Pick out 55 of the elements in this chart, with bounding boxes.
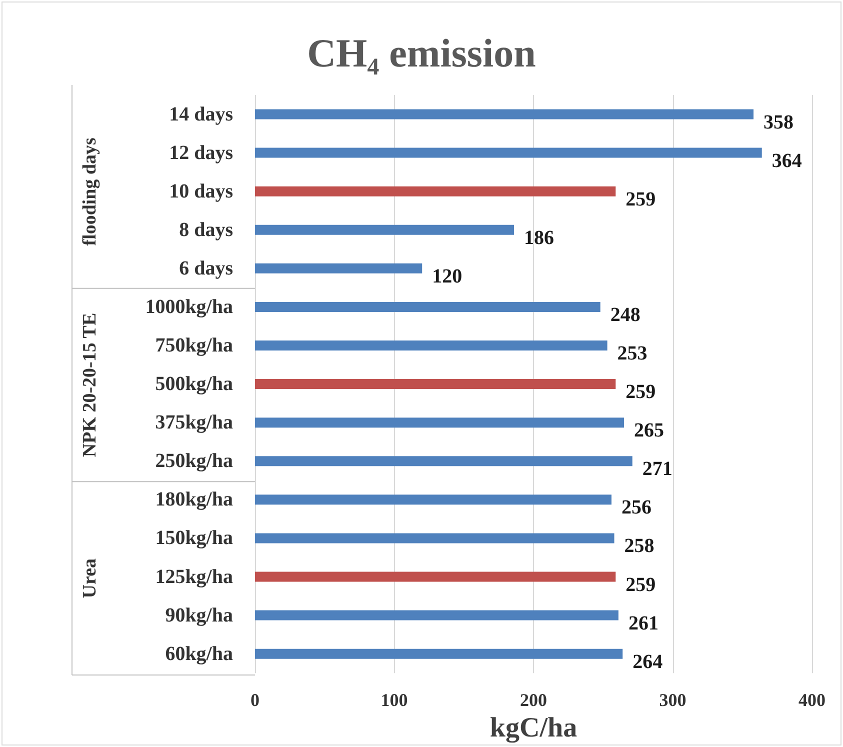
text: Urea xyxy=(80,558,100,598)
x-tick-label: 300 xyxy=(659,690,686,710)
y-tick-label: 250kg/ha xyxy=(155,450,233,472)
data-label: 271 xyxy=(642,458,672,480)
y-tick-label: 500kg/ha xyxy=(155,373,233,396)
bar xyxy=(255,494,612,505)
y-tick-label: 750kg/ha xyxy=(155,334,233,357)
y-tick-label: 180kg/ha xyxy=(155,488,233,511)
data-label: 120 xyxy=(432,265,462,288)
data-label: 248 xyxy=(610,304,640,326)
x-tick-label: 400 xyxy=(798,690,826,710)
bar xyxy=(255,186,616,196)
data-label: 261 xyxy=(628,612,658,634)
bar xyxy=(255,224,514,235)
text: flooding days xyxy=(80,138,100,246)
bar xyxy=(255,572,616,582)
bar xyxy=(255,302,600,312)
bar xyxy=(255,109,754,120)
bar xyxy=(255,648,623,659)
y-tick-label: 6 days xyxy=(179,257,234,280)
chart-title: CH₄ emission xyxy=(307,30,536,76)
data-label: 253 xyxy=(617,342,648,365)
y-tick-label: 8 days xyxy=(179,218,234,241)
y-tick-label: 150kg/ha xyxy=(155,527,233,550)
y-tick-label: 1000kg/ha xyxy=(145,296,233,318)
data-label: 259 xyxy=(626,381,656,404)
data-label: 259 xyxy=(626,188,656,210)
x-tick-label: 100 xyxy=(380,690,408,710)
text: NPK 20-20-15 TE xyxy=(80,312,100,458)
bar xyxy=(255,148,762,158)
y-tick-label: 90kg/ha xyxy=(165,604,233,626)
y-tick-label: 14 days xyxy=(169,103,234,126)
bar xyxy=(255,418,624,428)
data-label: 258 xyxy=(624,535,654,558)
y-tick-label: 12 days xyxy=(169,142,234,164)
y-tick-label: 125kg/ha xyxy=(155,566,233,588)
x-tick-label: 200 xyxy=(520,690,547,710)
bar xyxy=(255,610,618,620)
x-axis-title: kgC/ha xyxy=(490,712,578,744)
data-label: 259 xyxy=(626,574,656,596)
data-label: 358 xyxy=(764,111,794,134)
y-tick-label: 375kg/ha xyxy=(155,412,233,434)
y-tick-label: 10 days xyxy=(169,180,234,202)
bar xyxy=(255,456,632,466)
data-label: 364 xyxy=(772,150,802,172)
data-label: 186 xyxy=(524,226,554,249)
bar xyxy=(255,533,614,544)
x-tick-label: 0 xyxy=(250,690,260,710)
bar xyxy=(255,263,422,274)
y-tick-label: 60kg/ha xyxy=(165,642,233,665)
bar xyxy=(255,379,616,390)
data-label: 264 xyxy=(632,650,663,673)
bar xyxy=(255,340,608,351)
data-label: 256 xyxy=(621,496,652,519)
data-label: 265 xyxy=(634,420,664,442)
